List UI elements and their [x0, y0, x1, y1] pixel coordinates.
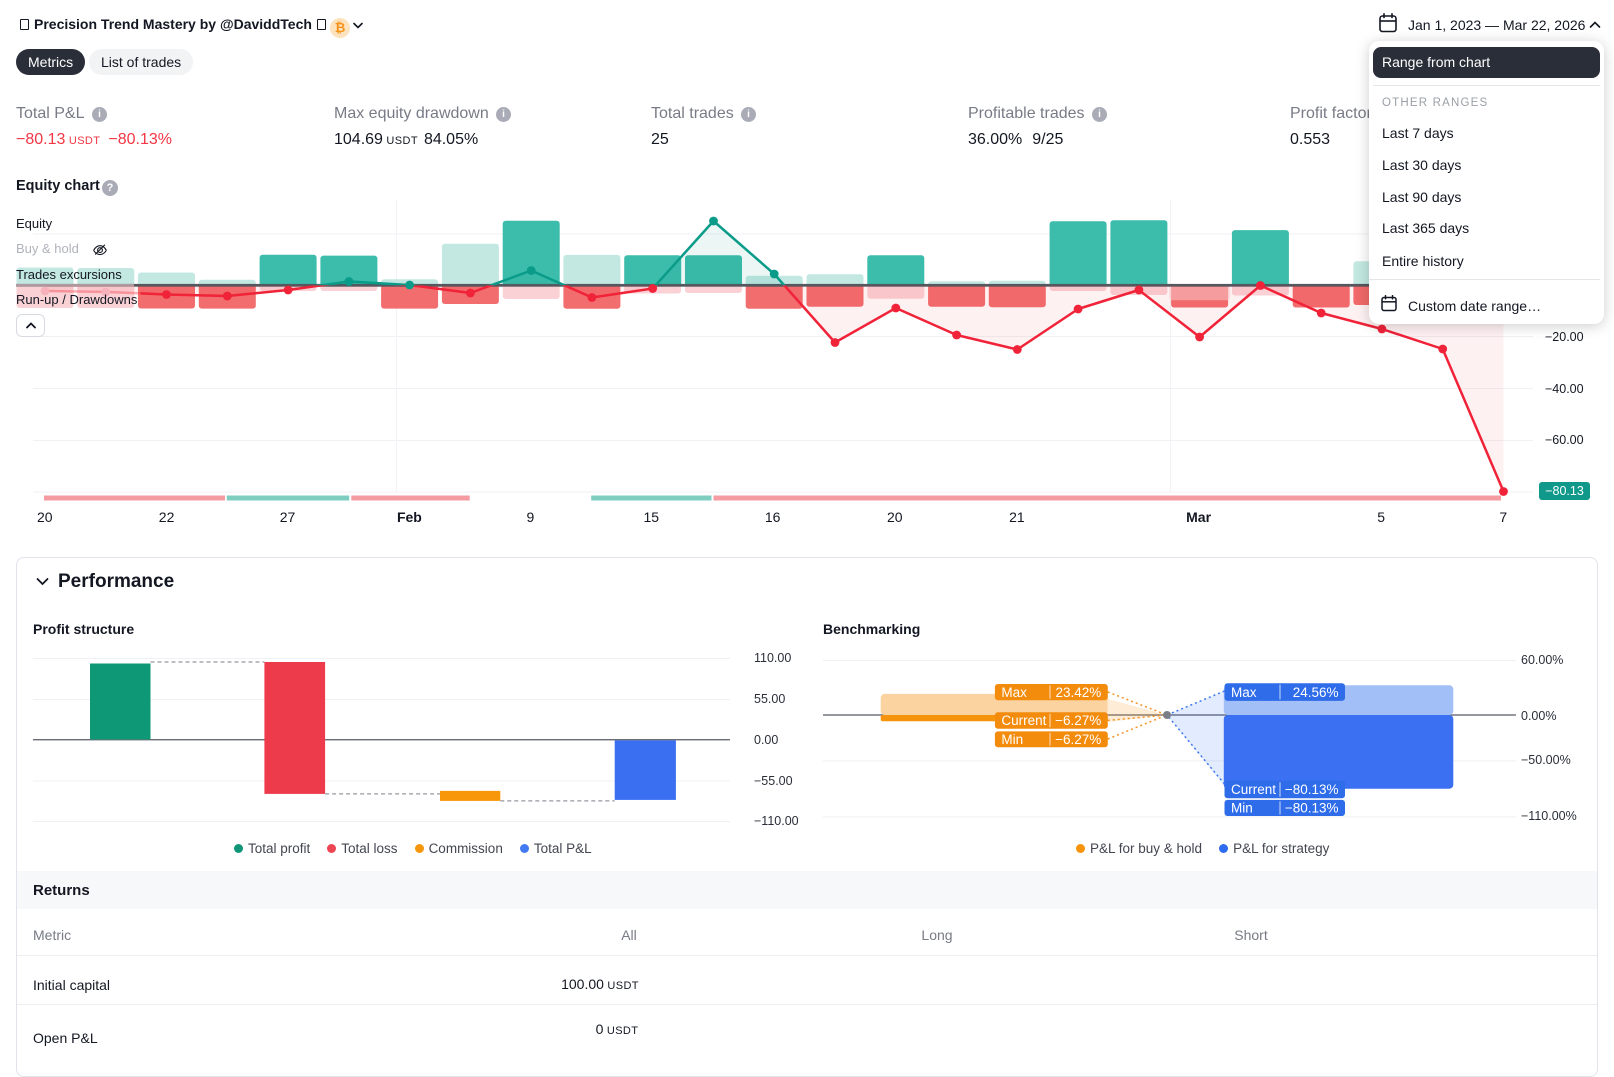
svg-text:Current: Current: [1231, 782, 1276, 797]
svg-text:−80.13%: −80.13%: [1285, 801, 1339, 816]
svg-text:Current: Current: [1001, 713, 1046, 728]
svg-text:Max: Max: [1001, 685, 1027, 700]
svg-text:Max: Max: [1231, 685, 1257, 700]
svg-text:−6.27%: −6.27%: [1055, 732, 1101, 747]
svg-text:−80.13%: −80.13%: [1285, 782, 1339, 797]
svg-text:Min: Min: [1001, 732, 1023, 747]
svg-text:23.42%: 23.42%: [1056, 685, 1102, 700]
svg-text:24.56%: 24.56%: [1293, 685, 1339, 700]
svg-text:−6.27%: −6.27%: [1055, 713, 1101, 728]
svg-text:Min: Min: [1231, 801, 1253, 816]
